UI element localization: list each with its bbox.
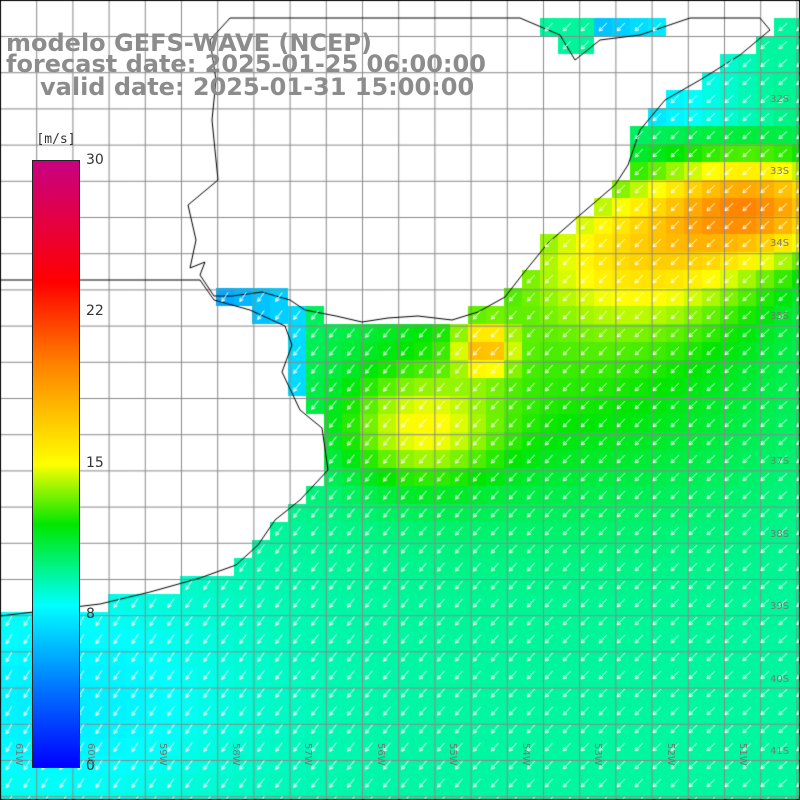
lon-label-57w: 57W xyxy=(302,743,313,766)
lat-label-35s: 35S xyxy=(770,311,790,322)
colorbar-tick-22: 22 xyxy=(86,303,104,319)
lat-label-38s: 38S xyxy=(770,529,790,540)
colorbar-tick-30: 30 xyxy=(86,152,104,168)
lon-label-52w: 52W xyxy=(665,743,676,766)
lon-label-55w: 55W xyxy=(447,743,458,766)
colorbar-tick-8: 8 xyxy=(86,606,95,622)
colorbar-unit: [m/s] xyxy=(36,132,76,147)
lat-label-40s: 40S xyxy=(770,674,790,685)
lat-label-39s: 39S xyxy=(770,601,790,612)
lon-label-53w: 53W xyxy=(592,743,603,766)
lat-label-34s: 34S xyxy=(770,238,790,249)
colorbar-tick-0: 0 xyxy=(86,758,95,774)
colorbar xyxy=(32,160,80,768)
lon-label-56w: 56W xyxy=(375,743,386,766)
colorbar-tick-15: 15 xyxy=(86,455,104,471)
lat-label-37s: 37S xyxy=(770,456,790,467)
forecast-date: forecast date: 2025-01-25 06:00:00 xyxy=(6,50,486,78)
model-title: modelo GEFS-WAVE (NCEP) xyxy=(6,29,372,57)
lat-label-32s: 32S xyxy=(770,94,790,105)
lon-label-59w: 59W xyxy=(157,743,168,766)
valid-date: valid date: 2025-01-31 15:00:00 xyxy=(40,73,475,101)
lat-label-41s: 41S xyxy=(770,746,790,757)
lon-label-51w: 51W xyxy=(737,743,748,766)
lon-label-60w: 60W xyxy=(85,743,96,766)
lon-label-58w: 58W xyxy=(230,743,241,766)
lon-label-54w: 54W xyxy=(520,743,531,766)
lat-label-33s: 33S xyxy=(770,166,790,177)
lon-label-61w: 61W xyxy=(13,743,24,766)
